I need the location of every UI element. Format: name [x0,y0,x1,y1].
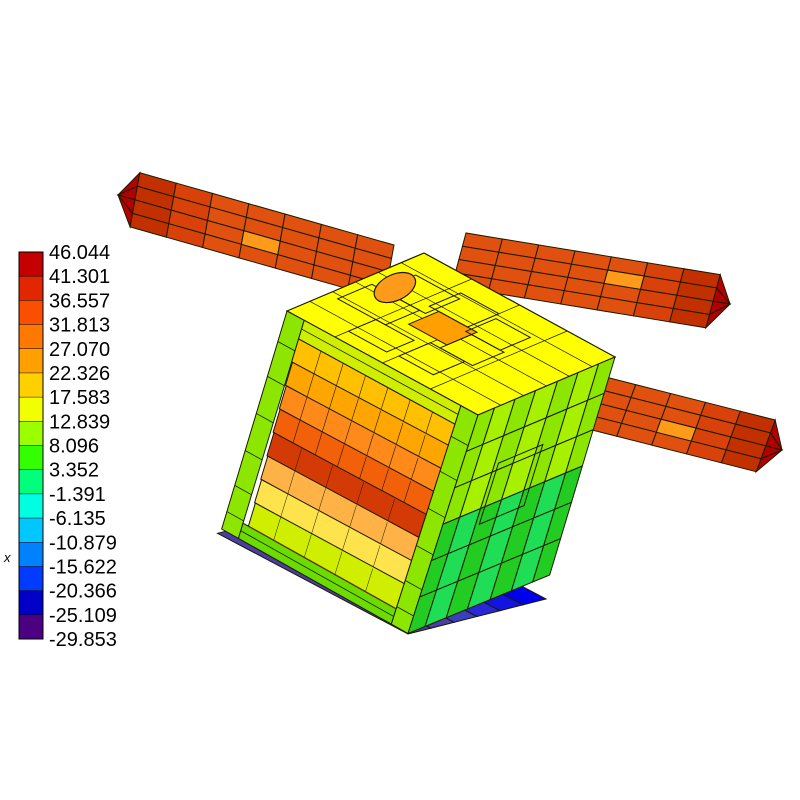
svg-text:-29.853: -29.853 [49,629,117,651]
svg-text:27.070: 27.070 [49,339,110,361]
svg-text:-1.391: -1.391 [49,484,106,506]
svg-text:17.583: 17.583 [49,387,110,409]
svg-text:x: x [3,550,11,565]
svg-text:-6.135: -6.135 [49,508,106,530]
svg-text:12.839: 12.839 [49,411,110,433]
svg-text:22.326: 22.326 [49,363,110,385]
svg-text:-25.109: -25.109 [49,605,117,627]
svg-text:8.096: 8.096 [49,436,99,458]
svg-text:46.044: 46.044 [49,242,110,264]
svg-text:31.813: 31.813 [49,315,110,337]
svg-text:41.301: 41.301 [49,266,110,288]
svg-text:3.352: 3.352 [49,460,99,482]
svg-text:-10.879: -10.879 [49,532,117,554]
svg-text:-20.366: -20.366 [49,581,117,603]
svg-text:36.557: 36.557 [49,290,110,312]
svg-text:-15.622: -15.622 [49,556,117,578]
